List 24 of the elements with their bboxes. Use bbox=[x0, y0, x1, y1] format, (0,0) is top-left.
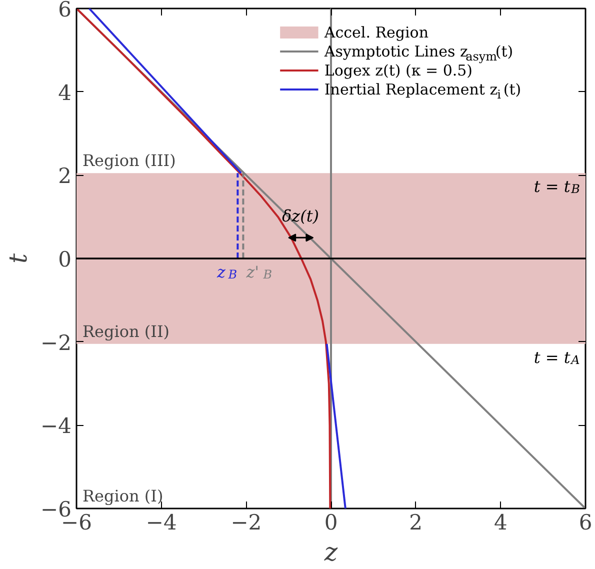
y-axis-title: t bbox=[4, 252, 33, 264]
legend-label: Accel. Region bbox=[323, 24, 429, 42]
annotation: Region (III) bbox=[82, 151, 176, 170]
annotation: δz(t) bbox=[282, 206, 320, 226]
y-tick-label: 6 bbox=[58, 0, 72, 22]
y-tick-label: 4 bbox=[58, 80, 72, 105]
y-tick-label: −4 bbox=[40, 414, 72, 438]
y-tick-label: 2 bbox=[58, 164, 72, 188]
x-tick-label: 6 bbox=[578, 510, 592, 534]
annotation: t = tB bbox=[534, 177, 580, 196]
annotation: z'B bbox=[245, 262, 272, 282]
x-axis-title: z bbox=[323, 538, 338, 566]
y-tick-label: 0 bbox=[58, 248, 72, 272]
x-tick-label: −4 bbox=[146, 510, 177, 534]
legend-label: Logex z(t) (κ = 0.5) bbox=[324, 62, 473, 80]
annotation: Region (II) bbox=[82, 322, 170, 341]
x-tick-label: 2 bbox=[409, 510, 423, 534]
x-tick-label: 4 bbox=[494, 510, 508, 534]
annotation: Region (I) bbox=[82, 486, 164, 506]
x-tick-label: −2 bbox=[230, 510, 262, 534]
annotation: zB bbox=[216, 262, 238, 282]
annotation: t = tA bbox=[534, 348, 580, 367]
x-tick-label: 0 bbox=[324, 510, 338, 534]
y-tick-label: −2 bbox=[40, 330, 72, 355]
